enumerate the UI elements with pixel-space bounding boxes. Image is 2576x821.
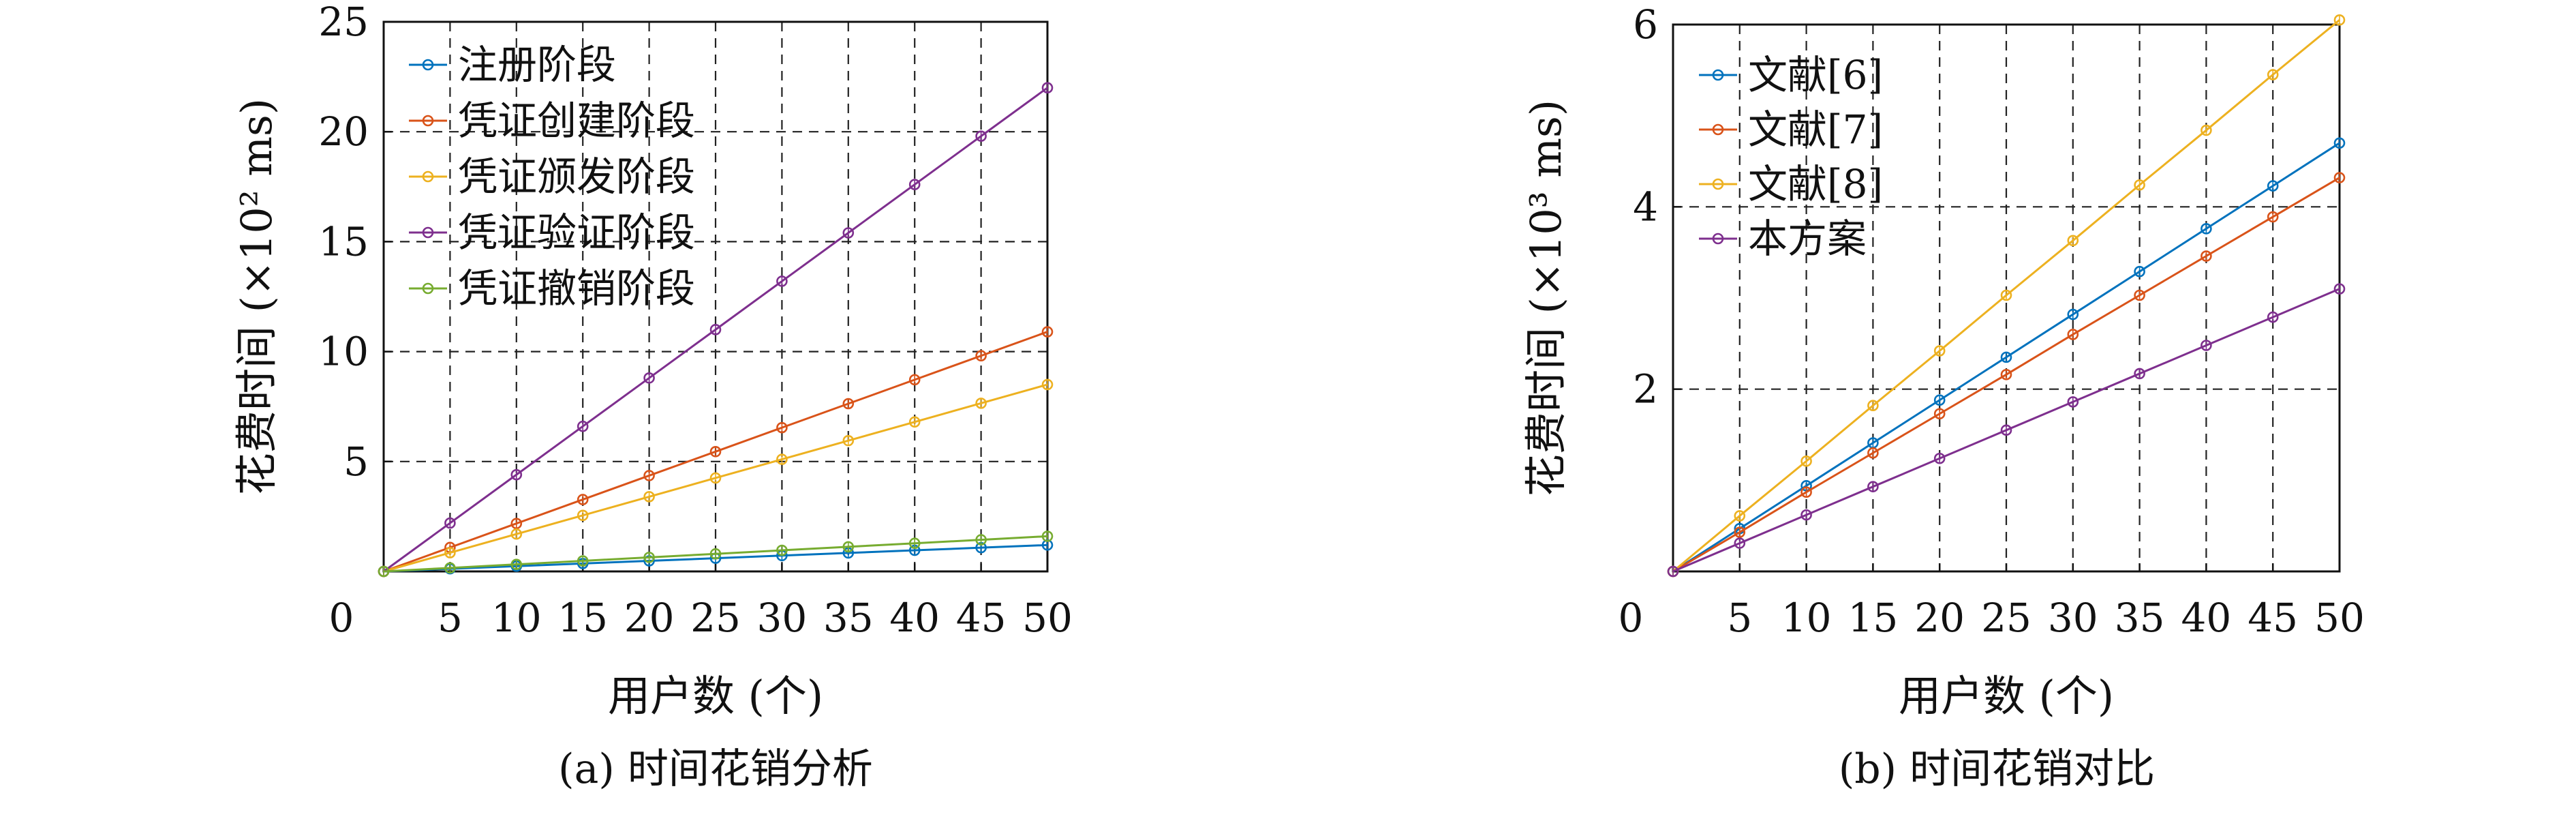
series-4 bbox=[378, 82, 1054, 578]
legend-label: 文献[8] bbox=[1748, 161, 1883, 207]
x-tick-label: 15 bbox=[1847, 595, 1898, 641]
x-tick-label: 10 bbox=[1781, 595, 1832, 641]
chart-caption: (a) 时间花销分析 bbox=[558, 745, 873, 793]
x-tick-label: 40 bbox=[2181, 595, 2231, 641]
legend: 文献[6] 文献[7] 文献[8] 本方案 bbox=[1699, 52, 1883, 262]
series-3 bbox=[1667, 14, 2346, 578]
x-tick-label: 20 bbox=[1914, 595, 1965, 641]
y-tick-label: 5 bbox=[343, 438, 369, 485]
series-2 bbox=[378, 326, 1054, 578]
x-tick-label: 45 bbox=[2248, 595, 2298, 641]
legend-label: 凭证创建阶段 bbox=[458, 98, 695, 144]
y-tick-label: 2 bbox=[1633, 366, 1658, 413]
legend-marker bbox=[422, 282, 434, 295]
series-1 bbox=[1667, 137, 2346, 578]
y-tick-label: 25 bbox=[318, 0, 369, 45]
x-tick-label: 25 bbox=[1981, 595, 2031, 641]
chart-b: 0 5 10 15 20 25 30 35 40 45 50 2 4 6 用户数 (个) 花费时间 (×10³… bbox=[1521, 1, 2365, 793]
y-axis-label: 花费时间 (×10² ms) bbox=[232, 98, 281, 495]
series-4 bbox=[1667, 283, 2346, 578]
x-axis-label: 用户数 (个) bbox=[1899, 671, 2114, 721]
series-5 bbox=[378, 531, 1054, 578]
legend-marker bbox=[422, 59, 434, 71]
legend-marker bbox=[1712, 178, 1724, 190]
y-tick-label: 10 bbox=[318, 329, 369, 375]
legend-marker bbox=[1712, 123, 1724, 136]
y-tick-label: 4 bbox=[1633, 183, 1658, 230]
x-tick-label: 40 bbox=[889, 595, 940, 641]
x-tick-label: 45 bbox=[956, 595, 1007, 641]
x-tick-label: 35 bbox=[2115, 595, 2165, 641]
x-tick-label: 30 bbox=[756, 595, 807, 641]
legend-label: 注册阶段 bbox=[458, 42, 616, 88]
x-tick-label: 35 bbox=[823, 595, 874, 641]
legend-marker bbox=[422, 226, 434, 239]
y-tick-label: 20 bbox=[318, 108, 369, 155]
legend-label: 本方案 bbox=[1748, 215, 1867, 262]
legend-marker bbox=[422, 170, 434, 183]
series-2 bbox=[1667, 172, 2346, 578]
legend-label: 凭证验证阶段 bbox=[458, 209, 695, 256]
legend-marker bbox=[1712, 69, 1724, 81]
x-tick-label: 0 bbox=[329, 595, 354, 641]
legend-marker bbox=[1712, 233, 1724, 245]
x-tick-label: 20 bbox=[624, 595, 675, 641]
chart-a: 0 5 10 15 20 25 30 35 40 45 50 5 10 15 20 25 用户数 (个) 花费时间… bbox=[232, 0, 1073, 793]
y-tick-label: 15 bbox=[318, 218, 369, 265]
legend-label: 文献[6] bbox=[1748, 52, 1883, 98]
chart-caption: (b) 时间花销对比 bbox=[1839, 745, 2155, 793]
x-tick-label: 50 bbox=[1022, 595, 1073, 641]
y-tick-label: 6 bbox=[1633, 1, 1658, 48]
x-tick-label: 5 bbox=[1727, 595, 1752, 641]
x-tick-label: 15 bbox=[557, 595, 608, 641]
x-axis-label: 用户数 (个) bbox=[608, 671, 823, 721]
x-tick-label: 5 bbox=[438, 595, 463, 641]
y-axis-label: 花费时间 (×10³ ms) bbox=[1521, 100, 1571, 496]
x-tick-label: 10 bbox=[491, 595, 542, 641]
x-tick-label: 50 bbox=[2314, 595, 2365, 641]
legend-label: 文献[7] bbox=[1748, 106, 1883, 153]
legend-label: 凭证撤销阶段 bbox=[458, 265, 695, 312]
x-tick-label: 25 bbox=[690, 595, 741, 641]
legend-label: 凭证颁发阶段 bbox=[458, 153, 695, 200]
legend-marker bbox=[422, 115, 434, 127]
x-tick-label: 30 bbox=[2048, 595, 2098, 641]
x-tick-label: 0 bbox=[1619, 595, 1644, 641]
